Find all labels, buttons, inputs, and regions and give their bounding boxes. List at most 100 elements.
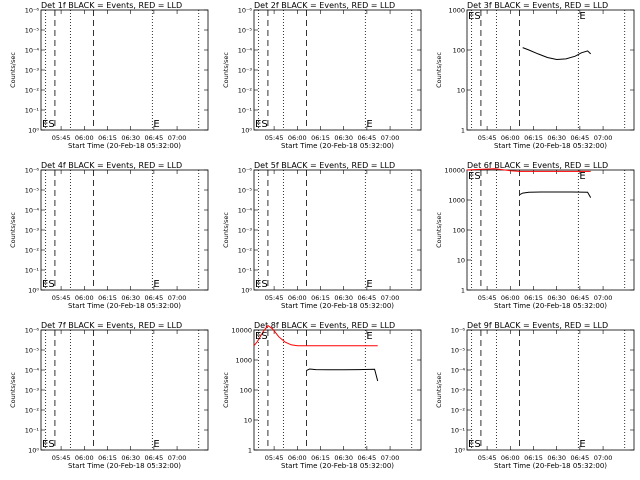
x-tick-label: 06:45 <box>145 454 164 462</box>
x-axis-label: Start Time (20-Feb-18 05:32:00) <box>494 462 607 470</box>
event-marker-label: E <box>366 279 372 290</box>
x-tick-label: 06:00 <box>501 294 520 302</box>
chart-title: Det 4f BLACK = Events, RED = LLD <box>41 161 182 170</box>
y-tick-label: 10 <box>457 87 465 95</box>
y-tick-label: 1 <box>248 447 252 455</box>
x-tick-label: 05:45 <box>478 454 497 462</box>
x-axis-label: Start Time (20-Feb-18 05:32:00) <box>68 462 181 470</box>
y-tick-label: 10⁻³ <box>451 387 466 395</box>
x-tick-label: 06:30 <box>334 454 353 462</box>
x-tick-label: 06:15 <box>524 454 543 462</box>
x-tick-label: 05:45 <box>52 134 71 142</box>
x-tick-label: 06:15 <box>524 294 543 302</box>
x-axis-label: Start Time (20-Feb-18 05:32:00) <box>68 142 181 150</box>
x-tick-label: 05:45 <box>265 294 284 302</box>
y-axis-label: Counts/sec <box>222 372 230 408</box>
y-tick-label: 10⁰ <box>454 447 465 455</box>
y-axis-label: Counts/sec <box>435 52 443 88</box>
event-marker-label: ES <box>468 171 481 182</box>
plot-frame <box>40 169 209 291</box>
x-tick-label: 05:45 <box>265 454 284 462</box>
event-marker-label: E <box>153 119 159 130</box>
series-line-lld <box>253 324 378 347</box>
x-tick-label: 06:45 <box>358 134 377 142</box>
x-tick-label: 07:00 <box>594 134 613 142</box>
x-tick-label: 06:00 <box>288 134 307 142</box>
detector-panel-7: Det 7f BLACK = Events, RED = LLD 10⁰ 10⁻¹ 1… <box>0 320 213 480</box>
y-tick-label: 10⁰ <box>28 447 39 455</box>
y-tick-label: 10⁻⁶ <box>25 7 40 15</box>
event-marker-label: ES <box>468 439 481 450</box>
x-tick-label: 06:00 <box>501 454 520 462</box>
y-tick-label: 10⁻¹ <box>25 107 40 115</box>
chart-title: Det 3f BLACK = Events, RED = LLD <box>467 1 608 10</box>
y-tick-label: 10⁻⁵ <box>238 187 253 195</box>
y-tick-label: 10⁻⁵ <box>238 27 253 35</box>
y-tick-label: 10⁻¹ <box>238 107 253 115</box>
x-tick-label: 06:15 <box>311 294 330 302</box>
chart-svg: Det 8f BLACK = Events, RED = LLD 1 10 100 10… <box>222 321 422 470</box>
y-tick-label: 10000 <box>444 167 465 175</box>
event-marker-label: E <box>579 11 585 22</box>
y-axis-label: Counts/sec <box>435 212 443 248</box>
y-tick-label: 10 <box>457 257 465 265</box>
plot-frame <box>253 169 422 291</box>
y-axis-label: Counts/sec <box>222 212 230 248</box>
y-tick-label: 10⁻² <box>451 407 466 415</box>
y-tick-label: 10⁻⁴ <box>451 367 466 375</box>
series-line-events <box>522 47 592 61</box>
event-marker-label: E <box>579 171 585 182</box>
y-tick-label: 10⁻³ <box>25 67 40 75</box>
x-tick-label: 06:30 <box>334 294 353 302</box>
x-tick-label: 05:45 <box>52 454 71 462</box>
y-tick-label: 10⁻⁶ <box>25 167 40 175</box>
x-tick-label: 06:00 <box>288 294 307 302</box>
x-axis-label: Start Time (20-Feb-18 05:32:00) <box>68 302 181 310</box>
y-tick-label: 10⁻⁶ <box>25 327 40 335</box>
y-tick-label: 10⁰ <box>28 287 39 295</box>
detector-panel-2: Det 2f BLACK = Events, RED = LLD 10⁰ 10⁻¹ 1… <box>213 0 426 160</box>
event-marker-label: E <box>366 331 372 342</box>
x-tick-label: 06:30 <box>547 294 566 302</box>
y-tick-label: 10⁻³ <box>25 387 40 395</box>
x-tick-label: 06:15 <box>311 134 330 142</box>
x-tick-label: 07:00 <box>168 454 187 462</box>
x-tick-label: 07:00 <box>594 294 613 302</box>
chart-title: Det 6f BLACK = Events, RED = LLD <box>467 161 608 170</box>
y-tick-label: 10⁻³ <box>238 227 253 235</box>
x-tick-label: 06:45 <box>358 454 377 462</box>
event-marker-label: ES <box>42 119 55 130</box>
y-axis-label: Counts/sec <box>9 52 17 88</box>
x-tick-label: 06:30 <box>547 134 566 142</box>
x-tick-label: 07:00 <box>168 294 187 302</box>
plot-frame <box>466 169 635 291</box>
x-tick-label: 06:15 <box>98 454 117 462</box>
x-tick-label: 07:00 <box>381 134 400 142</box>
x-axis-label: Start Time (20-Feb-18 05:32:00) <box>281 142 394 150</box>
y-tick-label: 10⁻⁵ <box>25 347 40 355</box>
x-tick-label: 06:45 <box>145 294 164 302</box>
x-tick-label: 06:30 <box>547 454 566 462</box>
x-tick-label: 05:45 <box>265 134 284 142</box>
x-tick-label: 06:15 <box>524 134 543 142</box>
series-line-lld <box>466 168 591 172</box>
event-marker-label: E <box>153 439 159 450</box>
y-tick-label: 10⁻⁴ <box>25 47 40 55</box>
chart-svg: Det 6f BLACK = Events, RED = LLD 1 10 100 10… <box>435 161 635 310</box>
y-tick-label: 10⁻² <box>25 247 40 255</box>
chart-svg: Det 5f BLACK = Events, RED = LLD 10⁰ 10⁻¹ 1… <box>222 161 422 310</box>
x-axis-label: Start Time (20-Feb-18 05:32:00) <box>494 302 607 310</box>
y-tick-label: 100 <box>453 47 465 55</box>
plot-frame <box>40 9 209 131</box>
chart-title: Det 8f BLACK = Events, RED = LLD <box>254 321 395 330</box>
detector-panel-6: Det 6f BLACK = Events, RED = LLD 1 10 100 10… <box>426 160 639 320</box>
x-tick-label: 07:00 <box>381 454 400 462</box>
chart-title: Det 7f BLACK = Events, RED = LLD <box>41 321 182 330</box>
x-tick-label: 06:30 <box>121 294 140 302</box>
x-tick-label: 05:45 <box>478 134 497 142</box>
x-tick-label: 06:00 <box>75 134 94 142</box>
x-tick-label: 06:00 <box>501 134 520 142</box>
plot-frame <box>466 329 635 451</box>
y-axis-label: Counts/sec <box>9 372 17 408</box>
plot-frame <box>253 329 422 451</box>
